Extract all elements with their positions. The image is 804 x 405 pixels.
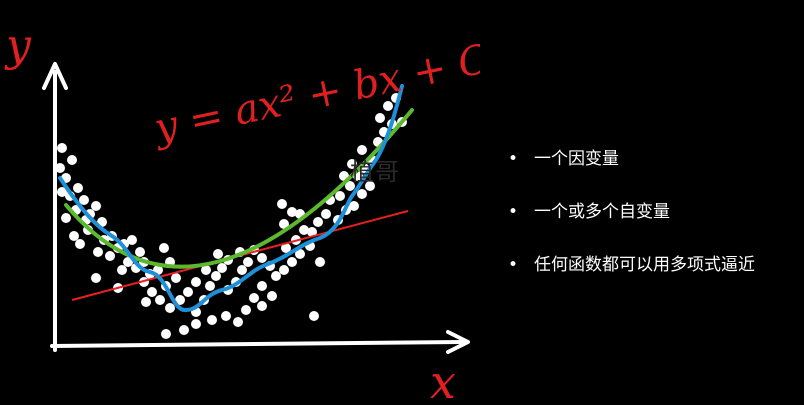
scatter-point [257,281,267,291]
scatter-point [221,311,231,321]
scatter-point [313,217,323,227]
scatter-point [75,239,85,249]
scatter-point [211,271,221,281]
scatter-point [237,265,247,275]
scatter-point [383,101,393,111]
scatter-point [357,189,367,199]
scatter-point [267,291,277,301]
bullet-item: • 一个或多个自变量 [508,201,755,223]
scatter-point [171,273,181,283]
scatter-point [105,251,115,261]
scatter-point [147,287,157,297]
bullet-list: • 一个因变量 • 一个或多个自变量 • 任何函数都可以用多项式逼近 [508,148,755,307]
scatter-point [315,257,325,267]
x-axis-arrowhead [446,330,470,354]
scatter-point [123,257,133,267]
scatter-point [321,209,331,219]
scatter-point [55,163,65,173]
equation-label: y = ax² + bx + C [149,36,480,152]
scatter-point [159,243,169,253]
scatter-point [375,113,385,123]
x-axis [50,340,464,348]
scatter-point [349,201,359,211]
bullet-marker: • [508,202,519,222]
quadratic-fit-curve [64,108,414,269]
scatter-point [161,329,171,339]
bullet-item: • 一个因变量 [508,148,755,170]
scatter-point [67,155,77,165]
scatter-point [257,301,267,311]
scatter-point [117,265,127,275]
scatter-point [287,257,297,267]
scatter-point [279,219,289,229]
scatter-point [241,305,251,315]
scatter-point [183,287,193,297]
scatter-point [249,293,259,303]
scatter-point [281,243,291,253]
scatter-point [307,227,317,237]
scatter-point [207,315,217,325]
scatter-point [295,249,305,259]
scatter-point [57,143,67,153]
scatter-point [69,231,79,241]
scatter-point [141,297,151,307]
scatter-point [279,265,289,275]
scatter-point [213,249,223,259]
bullet-text: 一个因变量 [534,149,619,169]
scatter-point [217,263,227,273]
y-axis-label: y [4,20,32,71]
scatter-point [165,303,175,313]
scatter-point [205,281,215,291]
scatter-point [257,253,267,263]
scatter-point [309,311,319,321]
axes [42,62,470,354]
bullet-text: 一个或多个自变量 [534,202,670,222]
scatter-point [175,295,185,305]
scatter-point [347,159,357,169]
x-axis-label: x [430,355,456,405]
scatter-point [57,187,67,197]
scatter-point [243,257,253,267]
scatter-point [357,145,367,155]
bullet-marker: • [508,149,519,169]
scatter-point [91,201,101,211]
scatter-point [155,295,165,305]
scatter-point [335,191,345,201]
regression-diagram: y x y = ax² + bx + C [4,20,480,405]
scatter-points [55,93,407,339]
scatter-point [271,271,281,281]
scatter-point [135,247,145,257]
scatter-point [91,273,101,283]
bullet-marker: • [508,255,519,275]
scatter-point [345,181,355,191]
scatter-point [79,195,89,205]
scatter-point [179,325,189,335]
scatter-point [93,247,103,257]
wiggly-fit-curve [58,84,404,312]
scatter-point [127,235,137,245]
bullet-text: 任何函数都可以用多项式逼近 [534,255,755,275]
scatter-point [61,213,71,223]
bullet-item: • 任何函数都可以用多项式逼近 [508,254,755,276]
scatter-point [73,183,83,193]
scatter-point [191,319,201,329]
scatter-point [365,181,375,191]
scatter-point [287,207,297,217]
scatter-point [201,265,211,275]
y-axis-arrowhead [42,62,68,90]
watermark: 植哥 [350,158,400,186]
scatter-point [191,277,201,287]
scatter-point [277,199,287,209]
scatter-point [233,317,243,327]
scatter-point [299,225,309,235]
